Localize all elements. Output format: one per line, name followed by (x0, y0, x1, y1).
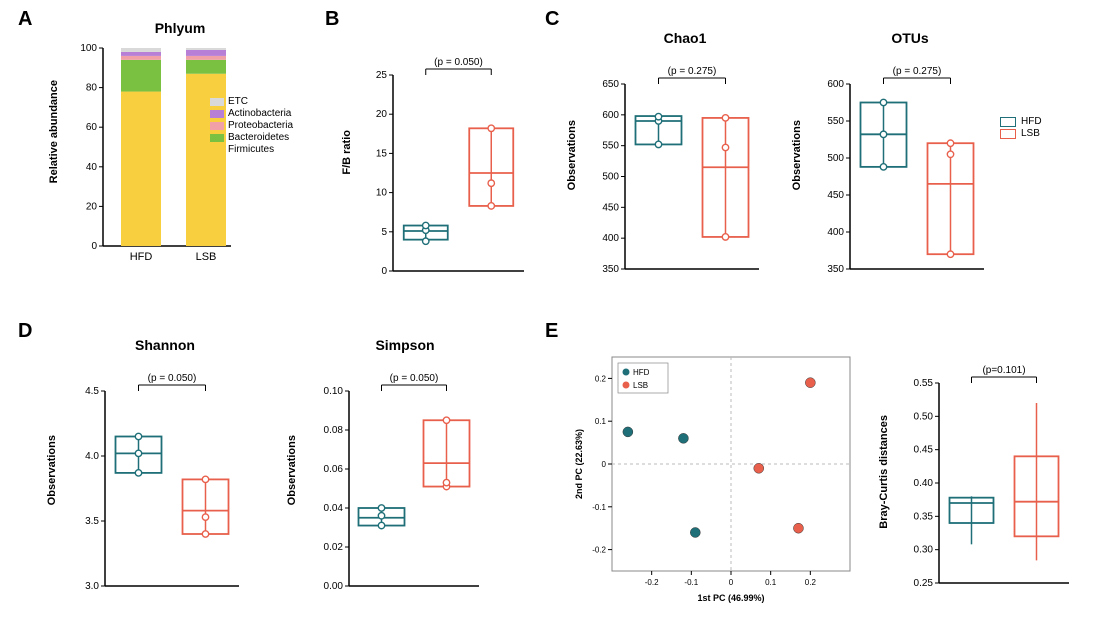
svg-text:HFD: HFD (633, 368, 650, 377)
svg-text:(p=0.101): (p=0.101) (982, 365, 1025, 376)
svg-text:4.5: 4.5 (85, 386, 99, 397)
svg-text:550: 550 (602, 141, 619, 152)
svg-text:(p = 0.050): (p = 0.050) (148, 373, 197, 384)
legend-item: LSB (1000, 128, 1042, 139)
svg-text:0: 0 (729, 578, 734, 587)
svg-text:500: 500 (602, 172, 619, 183)
panel-c: Chao1 350 400 450 500 550 600 650 (p = 0.275) O… (560, 20, 1080, 300)
svg-text:0.30: 0.30 (914, 545, 934, 556)
svg-text:0.08: 0.08 (324, 425, 344, 436)
svg-text:100: 100 (80, 43, 97, 54)
svg-text:600: 600 (827, 79, 844, 90)
svg-text:(p = 0.275): (p = 0.275) (893, 66, 942, 77)
shannon-title: Shannon (95, 337, 235, 353)
shannon-yaxis: Observations (46, 435, 58, 505)
panel-c-label: C (545, 8, 559, 31)
svg-text:0.25: 0.25 (914, 578, 934, 589)
svg-text:(p = 0.050): (p = 0.050) (390, 373, 439, 384)
panel-e-label: E (545, 320, 558, 343)
simpson-title: Simpson (335, 337, 475, 353)
svg-text:-0.2: -0.2 (645, 578, 659, 587)
svg-text:0.00: 0.00 (324, 581, 344, 592)
svg-text:350: 350 (602, 264, 619, 275)
svg-text:0: 0 (602, 460, 607, 469)
svg-text:-0.1: -0.1 (592, 503, 606, 512)
panel-e: -0.2 -0.1 0 0.1 0.2 -0.2 -0.1 0 0.1 0.2 1st PC (46… (560, 335, 1090, 625)
panel-a-label: A (18, 8, 32, 31)
simpson-yaxis: Observations (286, 435, 298, 505)
legend-item: Firmicutes (210, 144, 293, 155)
legend-item: HFD (1000, 116, 1042, 127)
svg-text:20: 20 (376, 109, 388, 120)
svg-text:10: 10 (376, 188, 388, 199)
svg-text:5: 5 (381, 227, 387, 238)
svg-text:LSB: LSB (633, 381, 648, 390)
otus-title: OTUs (840, 30, 980, 46)
svg-text:25: 25 (376, 70, 388, 81)
panel-b-yaxis: F/B ratio (341, 130, 353, 175)
legend-item: Actinobacteria (210, 108, 293, 119)
svg-text:0.40: 0.40 (914, 478, 934, 489)
svg-text:0: 0 (91, 241, 97, 252)
panel-d: Shannon 3.0 3.5 4.0 4.5 (p = 0.050) Observat… (40, 335, 520, 625)
svg-text:LSB: LSB (196, 251, 217, 263)
svg-text:0.35: 0.35 (914, 511, 934, 522)
svg-text:60: 60 (86, 122, 98, 133)
svg-text:0.1: 0.1 (595, 417, 607, 426)
svg-text:400: 400 (602, 233, 619, 244)
panel-a: Phlyum 0 20 40 60 80 100 HFD LSB Relative abund… (40, 20, 300, 300)
svg-text:450: 450 (827, 190, 844, 201)
svg-text:15: 15 (376, 148, 388, 159)
bray-yaxis: Bray-Curtis distances (878, 415, 890, 529)
svg-text:3.0: 3.0 (85, 581, 99, 592)
panel-a-title: Phlyum (60, 20, 300, 36)
svg-text:3.5: 3.5 (85, 516, 99, 527)
svg-text:0.2: 0.2 (805, 578, 817, 587)
svg-text:40: 40 (86, 162, 98, 173)
svg-text:0.55: 0.55 (914, 378, 934, 389)
svg-text:0.50: 0.50 (914, 411, 934, 422)
svg-text:0.02: 0.02 (324, 542, 344, 553)
otus-yaxis: Observations (791, 120, 803, 190)
svg-text:450: 450 (602, 202, 619, 213)
svg-text:0.45: 0.45 (914, 445, 934, 456)
legend-item: Bacteroidetes (210, 132, 293, 143)
svg-text:0.04: 0.04 (324, 503, 344, 514)
svg-text:1st PC (46.99%): 1st PC (46.99%) (697, 593, 764, 603)
svg-text:-0.1: -0.1 (684, 578, 698, 587)
svg-text:(p = 0.275): (p = 0.275) (668, 66, 717, 77)
chao1-title: Chao1 (615, 30, 755, 46)
svg-text:0.06: 0.06 (324, 464, 344, 475)
svg-text:80: 80 (86, 83, 98, 94)
svg-text:400: 400 (827, 227, 844, 238)
svg-text:(p = 0.050): (p = 0.050) (434, 57, 483, 68)
svg-text:HFD: HFD (130, 251, 153, 263)
panel-c-legend: HFDLSB (1000, 115, 1042, 140)
svg-text:20: 20 (86, 201, 98, 212)
svg-text:0.2: 0.2 (595, 374, 607, 383)
svg-text:0.1: 0.1 (765, 578, 777, 587)
svg-text:2nd PC (22.63%): 2nd PC (22.63%) (574, 429, 584, 499)
panel-d-label: D (18, 320, 32, 343)
svg-text:0: 0 (381, 266, 387, 277)
svg-text:600: 600 (602, 110, 619, 121)
chao1-yaxis: Observations (566, 120, 578, 190)
legend-item: Proteobacteria (210, 120, 293, 131)
panel-b: 0 5 10 15 20 25 (p = 0.050) F/B ratio (335, 20, 525, 300)
legend-item: ETC (210, 96, 293, 107)
svg-text:4.0: 4.0 (85, 451, 99, 462)
panel-a-legend: ETCActinobacteriaProteobacteriaBacteroid… (210, 95, 293, 156)
svg-text:0.10: 0.10 (324, 386, 344, 397)
svg-text:650: 650 (602, 79, 619, 90)
svg-text:-0.2: -0.2 (592, 546, 606, 555)
panel-a-yaxis: Relative abundance (48, 80, 60, 183)
svg-text:500: 500 (827, 153, 844, 164)
svg-text:350: 350 (827, 264, 844, 275)
svg-text:550: 550 (827, 116, 844, 127)
